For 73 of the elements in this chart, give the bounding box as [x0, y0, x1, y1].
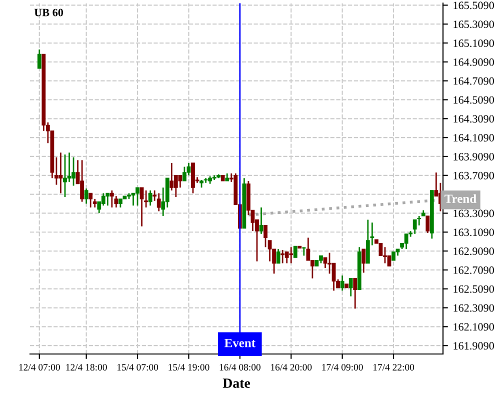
candlestick	[353, 278, 358, 310]
candlestick	[182, 166, 186, 182]
ref-line-label: Event	[224, 338, 256, 348]
x-tick-label: 15/4 19:00	[168, 364, 210, 371]
y-tick-label: 165.5090	[454, 2, 494, 10]
candlestick	[284, 251, 289, 264]
y-tick-label: 164.1090	[454, 134, 494, 142]
candlestick	[268, 240, 272, 262]
x-tick-label: 12/4 07:00	[19, 364, 60, 371]
y-tick-label: 162.1090	[454, 323, 494, 331]
candlestick	[80, 159, 84, 202]
candlestick	[302, 246, 306, 256]
y-tick-label: 163.9090	[454, 152, 494, 160]
candlestick	[426, 215, 430, 234]
candlestick	[101, 192, 106, 206]
y-tick-label: 164.5090	[454, 96, 494, 104]
candlestick	[204, 177, 208, 184]
y-tick-label: 165.3090	[454, 20, 494, 28]
candlestick	[54, 156, 58, 186]
y-tick-label: 163.1090	[454, 228, 494, 236]
candlestick	[362, 248, 366, 274]
candlestick	[140, 186, 144, 228]
y-tick-label: 164.9090	[454, 58, 494, 66]
candlestick	[106, 192, 110, 206]
candlestick	[58, 152, 63, 194]
x-tick-label: 12/4 18:00	[66, 364, 107, 371]
candlestick	[276, 248, 280, 264]
candlestick	[67, 152, 72, 183]
candlestick	[366, 219, 370, 264]
candlestick	[136, 186, 140, 206]
candlestick	[88, 192, 93, 208]
candlestick	[72, 156, 76, 186]
x-tick-label: 17/4 22:00	[373, 364, 414, 371]
candlestick	[84, 188, 88, 204]
candlestick	[412, 219, 417, 235]
y-tick-label: 163.7090	[454, 172, 494, 180]
y-tick-label: 165.1090	[454, 39, 494, 48]
y-tick-label: 162.5090	[454, 285, 494, 293]
series-label: Trend	[444, 194, 476, 204]
candlestick	[378, 243, 383, 256]
candlestick	[156, 192, 161, 212]
y-tick-label: 162.7090	[454, 266, 494, 274]
chart-title: UB 60	[34, 8, 64, 16]
candlestick	[259, 206, 264, 235]
y-tick-label: 162.9090	[454, 247, 494, 256]
candlestick	[178, 174, 182, 188]
candlestick	[323, 256, 328, 269]
x-axis-title: Date	[222, 378, 250, 388]
candlestick	[417, 215, 422, 226]
candlestick	[387, 254, 392, 267]
x-tick-label: 15/4 07:00	[117, 364, 158, 371]
candlestick	[404, 233, 408, 250]
candlestick	[264, 224, 268, 248]
candlestick	[383, 246, 387, 264]
candlestick	[332, 262, 336, 292]
candlestick	[280, 249, 285, 264]
candlestick	[293, 246, 298, 258]
x-tick-label: 16/4 08:00	[220, 364, 260, 371]
candlestick	[37, 48, 42, 70]
candlestick	[110, 190, 114, 208]
y-tick-label: 163.3090	[454, 210, 494, 218]
y-tick-label: 164.3090	[454, 115, 494, 123]
x-tick-label: 16/4 20:00	[271, 364, 312, 371]
candlestick	[148, 190, 152, 206]
candlestick	[170, 162, 174, 192]
x-tick-label: 17/4 09:00	[322, 364, 363, 371]
candlestick	[289, 246, 294, 264]
candlestick	[348, 278, 353, 298]
candlestick	[63, 154, 67, 198]
y-tick-label: 161.9090	[454, 342, 494, 350]
candlestick	[340, 274, 344, 292]
y-tick-label: 164.7090	[454, 77, 494, 85]
y-tick-label: 162.3090	[454, 304, 494, 312]
